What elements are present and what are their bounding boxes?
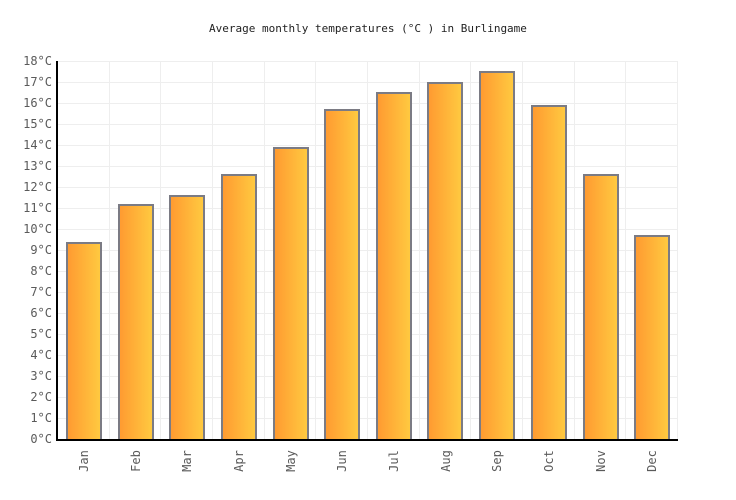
v-gridline [625, 61, 626, 439]
h-gridline [58, 145, 678, 146]
bar-apr [221, 174, 257, 439]
x-axis-month-label: Nov [594, 450, 608, 472]
v-gridline [419, 61, 420, 439]
y-axis-tick-label: 14°C [23, 138, 52, 152]
h-gridline [58, 187, 678, 188]
bar-may [273, 147, 309, 439]
x-axis-month-label: Apr [232, 450, 246, 472]
bar-feb [118, 204, 154, 439]
x-axis-month-label: Jun [335, 450, 349, 472]
h-gridline [58, 166, 678, 167]
x-axis-month-label: Oct [542, 450, 556, 472]
bar-dec [634, 235, 670, 439]
x-axis-month-label: Aug [439, 450, 453, 472]
h-gridline [58, 61, 678, 62]
v-gridline [109, 61, 110, 439]
h-gridline [58, 250, 678, 251]
h-gridline [58, 313, 678, 314]
y-axis-tick-label: 4°C [30, 348, 52, 362]
x-axis-month-label: May [284, 450, 298, 472]
v-gridline [574, 61, 575, 439]
y-axis-tick-label: 12°C [23, 180, 52, 194]
x-axis-month-label: Mar [180, 450, 194, 472]
v-gridline [160, 61, 161, 439]
bar-sep [479, 71, 515, 439]
v-gridline [212, 61, 213, 439]
h-gridline [58, 271, 678, 272]
y-axis-tick-label: 18°C [23, 54, 52, 68]
plot-area [56, 61, 678, 441]
y-axis-tick-label: 0°C [30, 432, 52, 446]
v-gridline [315, 61, 316, 439]
bar-mar [169, 195, 205, 439]
bar-nov [583, 174, 619, 439]
v-gridline [367, 61, 368, 439]
bar-jan [66, 242, 102, 439]
x-axis-month-label: Dec [645, 450, 659, 472]
x-axis-month-label: Jan [77, 450, 91, 472]
y-axis-tick-label: 7°C [30, 285, 52, 299]
x-axis-month-label: Sep [490, 450, 504, 472]
y-axis-tick-label: 15°C [23, 117, 52, 131]
bar-jul [376, 92, 412, 439]
v-gridline [470, 61, 471, 439]
y-axis-tick-label: 2°C [30, 390, 52, 404]
v-gridline [522, 61, 523, 439]
y-axis-tick-label: 17°C [23, 75, 52, 89]
y-axis-tick-label: 6°C [30, 306, 52, 320]
x-axis-month-label: Jul [387, 450, 401, 472]
h-gridline [58, 334, 678, 335]
bar-oct [531, 105, 567, 439]
h-gridline [58, 418, 678, 419]
y-axis-tick-label: 9°C [30, 243, 52, 257]
y-axis-tick-label: 11°C [23, 201, 52, 215]
x-axis-month-label: Feb [129, 450, 143, 472]
bar-jun [324, 109, 360, 439]
y-axis-tick-label: 3°C [30, 369, 52, 383]
y-axis-tick-label: 13°C [23, 159, 52, 173]
h-gridline [58, 229, 678, 230]
v-gridline [677, 61, 678, 439]
y-axis-tick-label: 5°C [30, 327, 52, 341]
y-axis-tick-label: 16°C [23, 96, 52, 110]
h-gridline [58, 103, 678, 104]
h-gridline [58, 208, 678, 209]
h-gridline [58, 82, 678, 83]
h-gridline [58, 124, 678, 125]
bar-aug [427, 82, 463, 439]
v-gridline [264, 61, 265, 439]
y-axis-tick-label: 1°C [30, 411, 52, 425]
h-gridline [58, 355, 678, 356]
y-axis-tick-label: 8°C [30, 264, 52, 278]
chart-title: Average monthly temperatures (°C ) in Bu… [209, 22, 527, 35]
y-axis-tick-label: 10°C [23, 222, 52, 236]
h-gridline [58, 397, 678, 398]
h-gridline [58, 292, 678, 293]
h-gridline [58, 376, 678, 377]
